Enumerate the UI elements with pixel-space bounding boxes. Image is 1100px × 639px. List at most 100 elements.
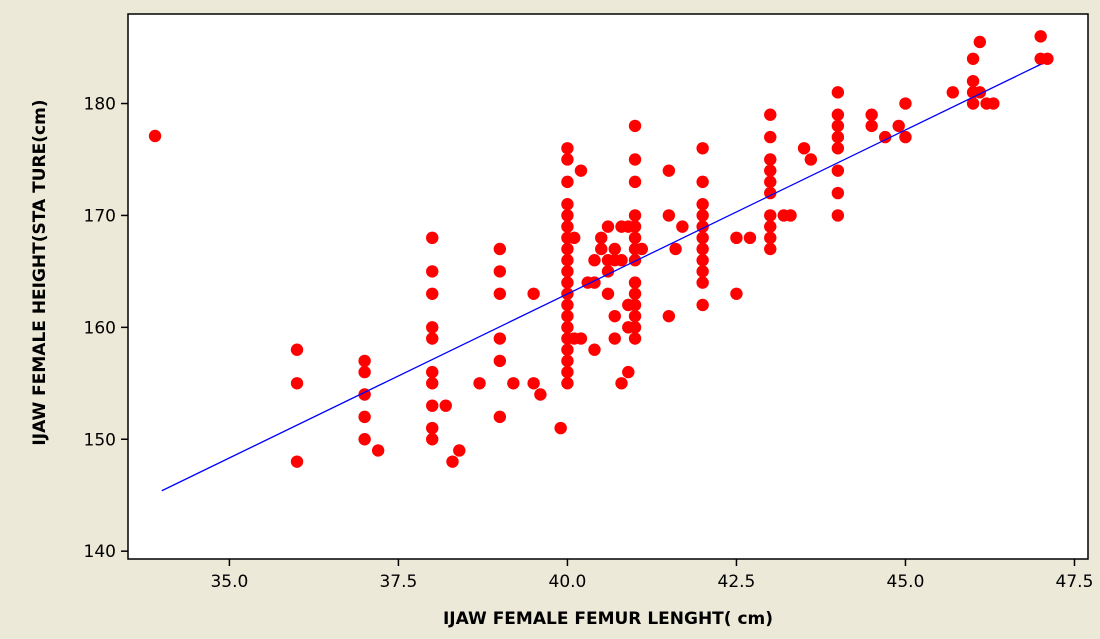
data-point [371, 444, 385, 457]
data-point [358, 410, 371, 424]
data-point [601, 220, 615, 233]
y-tick-label: 160 [84, 318, 116, 338]
data-point [426, 365, 439, 379]
data-point [797, 142, 811, 155]
data-point [561, 209, 574, 222]
data-point [628, 298, 642, 312]
data-point [831, 209, 845, 222]
data-point [628, 153, 642, 166]
data-point [561, 153, 574, 166]
data-point [966, 97, 980, 110]
data-point [615, 377, 628, 390]
data-point [696, 242, 709, 256]
data-point [973, 35, 987, 49]
data-point [561, 365, 574, 379]
x-tick-label: 42.5 [718, 572, 756, 592]
data-point [534, 388, 547, 401]
data-point [561, 254, 574, 267]
data-point [831, 119, 845, 133]
data-point [561, 175, 574, 189]
data-point [493, 410, 507, 424]
data-point [899, 97, 912, 110]
data-point [426, 287, 439, 300]
x-tick-label: 47.5 [1056, 572, 1094, 592]
x-axis-label: IJAW FEMALE FEMUR LENGHT( cm) [443, 609, 773, 629]
data-point [764, 153, 777, 166]
data-point [493, 242, 507, 256]
data-point [426, 399, 439, 412]
data-point [290, 377, 304, 390]
data-point [831, 86, 845, 99]
data-point [628, 309, 642, 323]
data-point [676, 220, 689, 233]
data-point [426, 421, 439, 435]
data-point [561, 354, 574, 368]
data-point [608, 242, 621, 256]
data-point [554, 421, 567, 435]
data-point [628, 209, 642, 222]
data-point [1034, 30, 1047, 43]
data-point [635, 242, 649, 256]
data-point [595, 242, 608, 256]
data-point [865, 119, 878, 133]
data-point [696, 142, 709, 155]
data-points [148, 30, 1054, 468]
data-point [588, 254, 601, 267]
x-tick-label: 40.0 [549, 572, 587, 592]
data-point [696, 231, 709, 245]
data-point [946, 86, 959, 99]
data-point [561, 276, 574, 289]
data-point [574, 164, 588, 177]
data-point [453, 444, 466, 457]
data-point [831, 142, 845, 155]
plot-area [127, 13, 1089, 560]
data-point [628, 220, 642, 233]
data-point [696, 198, 709, 211]
data-point [831, 186, 845, 200]
data-point [493, 265, 507, 278]
data-point [865, 108, 878, 121]
y-axis: 140 150 160 170 180 [84, 95, 128, 562]
data-point [446, 455, 459, 468]
x-tick-label: 35.0 [210, 572, 248, 592]
data-point [493, 287, 507, 300]
data-point [987, 97, 1000, 110]
data-point [561, 343, 574, 356]
data-point [628, 231, 642, 245]
data-point [764, 130, 777, 144]
data-point [561, 265, 574, 278]
data-point [966, 52, 980, 65]
data-point [561, 198, 574, 211]
data-point [764, 242, 777, 256]
data-point [608, 309, 621, 323]
x-axis: 35.0 37.5 40.0 42.5 45.0 47.5 [210, 559, 1093, 592]
data-point [831, 108, 845, 121]
data-point [966, 74, 980, 88]
data-point [764, 186, 777, 200]
data-point [561, 220, 574, 233]
data-point [290, 455, 304, 468]
data-point [601, 287, 615, 300]
data-point [696, 254, 709, 267]
data-point [561, 321, 574, 334]
x-tick-label: 37.5 [379, 572, 417, 592]
data-point [662, 309, 676, 323]
y-tick-label: 140 [84, 542, 116, 562]
data-point [493, 332, 507, 345]
data-point [358, 433, 371, 446]
data-point [507, 377, 520, 390]
data-point [426, 265, 439, 278]
data-point [784, 209, 797, 222]
data-point [764, 220, 777, 233]
data-point [622, 365, 635, 379]
data-point [831, 130, 845, 144]
data-point [574, 332, 588, 345]
data-point [696, 265, 709, 278]
data-point [608, 332, 621, 345]
data-point [892, 119, 905, 133]
y-tick-label: 180 [84, 95, 116, 115]
data-point [527, 377, 540, 390]
data-point [764, 209, 777, 222]
data-point [601, 265, 615, 278]
